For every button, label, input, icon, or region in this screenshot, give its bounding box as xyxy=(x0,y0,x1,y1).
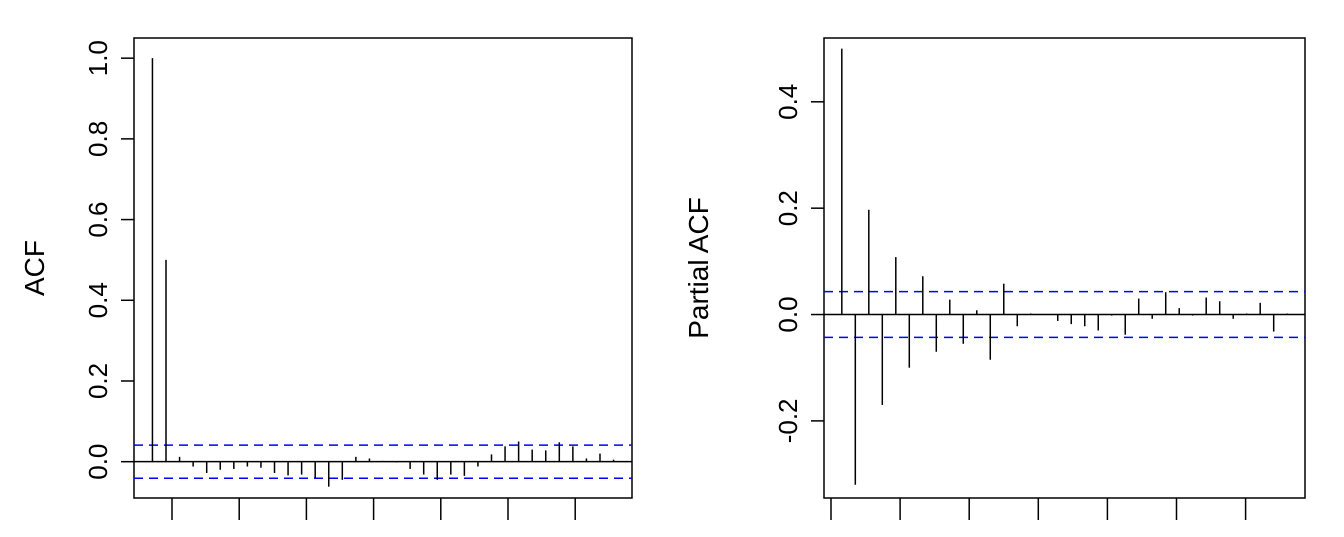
pacf-y-tick-label: 0.4 xyxy=(773,84,803,120)
acf-y-tick-label: 0.4 xyxy=(83,282,113,318)
pacf-y-tick-label: -0.2 xyxy=(773,398,803,443)
pacf-y-tick-label: 0.0 xyxy=(773,296,803,332)
pacf-y-axis-label: Partial ACF xyxy=(683,197,714,339)
pacf-y-axis: -0.2 0.0 0.2 0.4 xyxy=(773,84,824,443)
acf-y-tick-label: 0.0 xyxy=(83,444,113,480)
acf-y-axis: 0.0 0.2 0.4 0.6 0.8 1.0 xyxy=(83,40,134,480)
acf-y-axis-label: ACF xyxy=(19,240,50,296)
acf-spikes xyxy=(134,58,632,487)
acf-y-tick-label: 1.0 xyxy=(83,40,113,76)
acf-panel: 0.0 0.2 0.4 0.6 0.8 1.0 ACF xyxy=(19,37,633,520)
pacf-plot-frame xyxy=(823,37,1306,499)
pacf-x-axis xyxy=(830,498,1247,520)
acf-y-tick-label: 0.8 xyxy=(83,121,113,157)
pacf-panel: -0.2 0.0 0.2 0.4 Partial ACF xyxy=(683,37,1306,520)
pacf-y-tick-label: 0.2 xyxy=(773,190,803,226)
acf-x-axis xyxy=(171,498,576,520)
acf-y-tick-label: 0.6 xyxy=(83,202,113,238)
pacf-spikes xyxy=(824,48,1305,485)
acf-y-tick-label: 0.2 xyxy=(83,363,113,399)
acf-plot-frame xyxy=(133,37,633,499)
